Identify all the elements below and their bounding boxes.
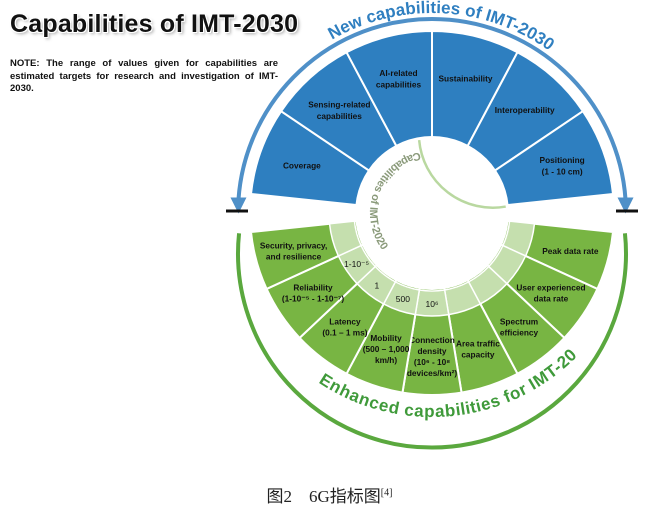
arc-arrowhead-icon [230, 197, 247, 214]
imt2020-ring-segment [328, 220, 363, 257]
wheel-core [355, 136, 509, 290]
enhanced-capability-label: Security, privacy, and resilience [260, 240, 328, 261]
diagram-title: Capabilities of IMT-2030 [10, 10, 299, 38]
arc-arrowhead-icon [617, 197, 634, 214]
caption-ref: [4] [380, 487, 393, 499]
new-capability-label: AI-related capabilities [376, 68, 422, 90]
figure-caption: 图2 6G指标图[4] [0, 482, 659, 507]
new-capability-label: Sensing-related capabilities [308, 100, 370, 122]
new-arc-line [236, 17, 628, 200]
new-capability-label: Interoperability [495, 105, 555, 115]
enhanced-arc-line [236, 233, 628, 450]
enhanced-capability-label: Spectrum efficiency [500, 317, 539, 338]
new-capability-label: Positioning (1 - 10 cm) [540, 155, 585, 177]
caption-text: 图2 6G指标图 [266, 487, 381, 506]
imt2020-value: 1 [374, 280, 379, 290]
new-capability-label: Sustainability [439, 74, 493, 84]
enhanced-capability-label: User experienced data rate [516, 283, 585, 304]
imt2020-value: 500 [396, 294, 410, 304]
inner-arc-line [417, 140, 506, 209]
enhanced-capability-label: Peak data rate [542, 246, 599, 256]
imt2020-value: 10⁶ [426, 299, 439, 309]
enhanced-capability-label: Area traffic capacity [456, 338, 500, 359]
wheel-segments: Coverage Sensing-related capabilities AI-re… [248, 29, 616, 397]
new-capability-label: Coverage [283, 161, 321, 171]
imt2020-value: 1-10⁻⁵ [344, 259, 369, 269]
enhanced-capability-label: Reliability (1-10⁻⁵ - 1-10⁻⁷) [282, 283, 344, 304]
enhanced-capability-label: Latency (0.1 – 1 ms) [322, 317, 367, 338]
enhanced-capability-label: Connection density (10⁶ - 10⁸ devices/km²) [407, 335, 458, 378]
enhanced-capability-label: Mobility (500 – 1,000 km/h) [363, 333, 410, 365]
note-text: NOTE: The range of values given for capa… [10, 58, 278, 94]
